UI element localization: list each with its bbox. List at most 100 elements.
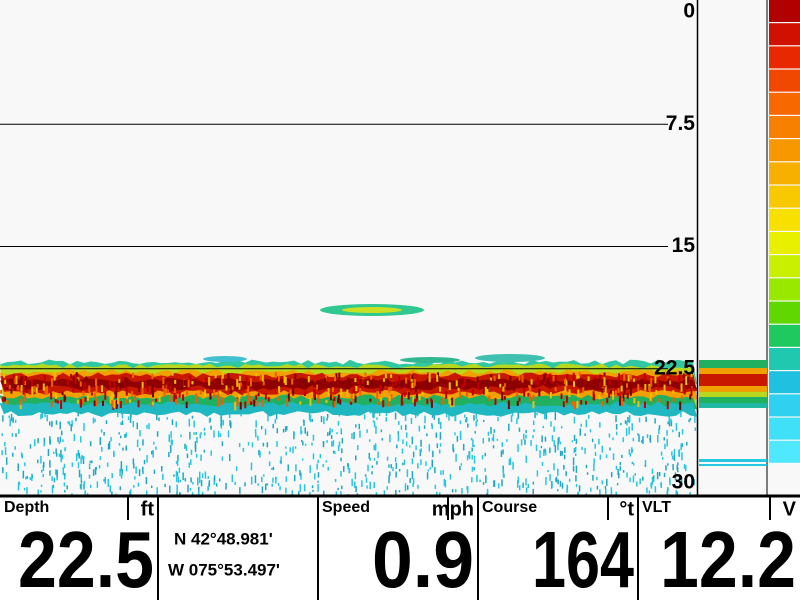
sonar-return bbox=[129, 419, 132, 423]
sonar-return bbox=[632, 378, 635, 382]
sonar-return bbox=[372, 420, 375, 423]
sonar-return bbox=[293, 432, 295, 436]
sonar-return bbox=[542, 425, 545, 429]
sonar-return bbox=[397, 431, 400, 435]
sonar-return bbox=[512, 461, 514, 470]
sonar-return bbox=[623, 386, 626, 394]
sonar-return bbox=[111, 399, 114, 408]
sonar-return bbox=[158, 395, 161, 403]
sonar-return bbox=[554, 387, 557, 392]
sonar-return bbox=[337, 487, 339, 491]
sonar-return bbox=[517, 412, 520, 418]
sonar-return bbox=[166, 381, 169, 390]
sonar-return bbox=[654, 486, 657, 493]
sonar-return bbox=[509, 376, 512, 385]
sonar-return bbox=[565, 395, 568, 403]
sonar-return bbox=[427, 469, 429, 472]
sonar-return bbox=[285, 476, 288, 482]
sonar-return bbox=[308, 412, 311, 421]
sonar-return bbox=[594, 452, 597, 456]
sonar-return bbox=[488, 379, 491, 385]
sonar-return bbox=[49, 460, 51, 468]
sonar-return bbox=[451, 397, 454, 406]
sonar-return bbox=[626, 421, 628, 426]
sonar-return bbox=[326, 414, 329, 419]
sonar-return bbox=[579, 428, 582, 436]
sonar-return bbox=[155, 398, 158, 402]
sonar-return bbox=[75, 372, 78, 377]
sonar-return bbox=[174, 394, 177, 400]
sonar-return bbox=[510, 415, 513, 423]
sonar-return bbox=[242, 447, 245, 452]
sonar-return bbox=[309, 465, 311, 474]
sonar-return bbox=[411, 471, 414, 480]
sonar-return bbox=[390, 386, 393, 390]
a-scope-bar bbox=[699, 403, 767, 408]
clutter bbox=[475, 354, 545, 362]
sonar-return bbox=[316, 384, 319, 390]
sonar-return bbox=[200, 454, 202, 461]
sonar-return bbox=[299, 401, 302, 405]
sonar-return bbox=[93, 400, 96, 407]
sonar-return bbox=[277, 375, 280, 382]
sonar-return bbox=[666, 401, 669, 410]
sonar-return bbox=[420, 439, 422, 447]
sonar-return bbox=[449, 400, 452, 408]
sonar-return bbox=[119, 435, 122, 439]
sonar-return bbox=[383, 490, 386, 496]
sonar-return bbox=[487, 431, 490, 436]
sonar-return bbox=[572, 457, 575, 465]
sonar-return bbox=[685, 465, 687, 472]
sonar-return bbox=[629, 477, 631, 483]
sonar-return bbox=[264, 393, 267, 400]
sonar-return bbox=[340, 428, 342, 434]
sonar-return bbox=[170, 431, 172, 439]
sonar-return bbox=[255, 394, 258, 400]
sonar-return bbox=[17, 463, 19, 472]
sonar-return bbox=[601, 480, 604, 485]
sonar-return bbox=[618, 473, 620, 479]
sonar-return bbox=[29, 444, 32, 449]
sonar-return bbox=[471, 388, 474, 396]
sonar-return bbox=[211, 378, 214, 383]
sonar-return bbox=[430, 398, 433, 402]
sonar-return bbox=[204, 389, 207, 397]
sonar-return bbox=[585, 464, 588, 469]
sonar-return bbox=[615, 424, 618, 430]
sonar-return bbox=[25, 376, 28, 380]
sonar-return bbox=[398, 421, 400, 425]
sonar-return bbox=[150, 399, 153, 407]
sonar-return bbox=[238, 442, 241, 448]
sonar-return bbox=[486, 388, 489, 395]
sonar-return bbox=[563, 464, 565, 470]
sonar-return bbox=[525, 430, 527, 434]
sonar-return bbox=[498, 374, 501, 379]
sonar-return bbox=[313, 389, 316, 398]
sonar-return bbox=[113, 392, 116, 399]
sonar-return bbox=[591, 438, 594, 443]
sonar-return bbox=[192, 481, 194, 485]
sonar-return bbox=[361, 480, 363, 488]
sonar-return bbox=[525, 478, 527, 486]
sonar-return bbox=[459, 465, 461, 471]
sonar-return bbox=[282, 428, 285, 433]
sonar-return bbox=[501, 391, 504, 401]
sonar-return bbox=[449, 474, 452, 480]
sonar-return bbox=[493, 429, 496, 433]
sonar-return bbox=[145, 490, 148, 496]
sonar-return bbox=[239, 487, 241, 494]
sonar-return bbox=[4, 396, 7, 402]
sonar-return bbox=[511, 412, 514, 417]
sonar-return bbox=[258, 449, 260, 456]
sonar-return bbox=[585, 400, 588, 405]
sonar-return bbox=[658, 472, 661, 477]
sonar-return bbox=[547, 470, 549, 473]
sonar-return bbox=[411, 374, 414, 380]
sonar-return bbox=[538, 388, 541, 397]
sonar-return bbox=[674, 472, 677, 481]
sonar-return bbox=[99, 456, 102, 461]
sonar-return bbox=[247, 385, 250, 395]
sonar-return bbox=[262, 442, 265, 447]
sonar-return bbox=[681, 429, 684, 435]
